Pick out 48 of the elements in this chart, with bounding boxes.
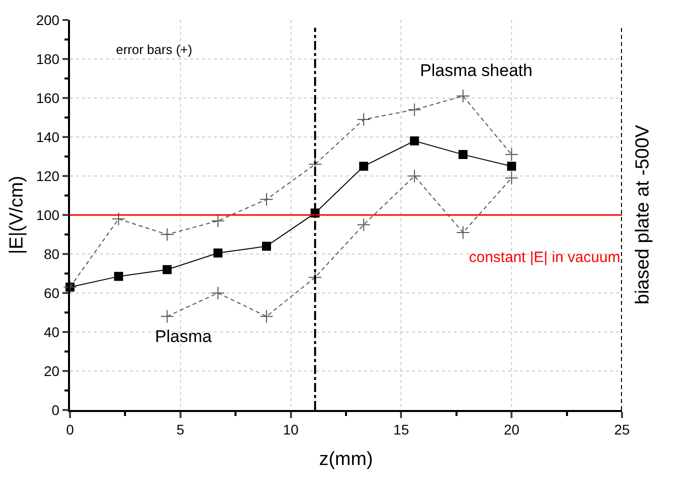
ref-line-label: constant |E| in vacuum: [469, 249, 620, 266]
y-tick-label: 100: [36, 206, 60, 223]
point: [458, 150, 468, 160]
point: [112, 212, 126, 226]
point: [213, 248, 222, 258]
x-tick-label: 15: [393, 422, 410, 438]
y-tick-label: 140: [36, 128, 60, 145]
y-tick-label: 120: [36, 168, 60, 184]
point: [162, 265, 172, 274]
point: [63, 280, 77, 294]
point: [356, 218, 370, 232]
point: [408, 169, 422, 183]
point: [211, 214, 225, 228]
annotation: Plasma sheath: [420, 61, 532, 80]
y-tick-label: 80: [44, 246, 60, 262]
point: [260, 192, 274, 206]
point: [260, 310, 274, 324]
x-tick-label: 20: [504, 422, 520, 438]
point: [114, 272, 124, 281]
annotation: Plasma: [155, 327, 212, 346]
annotation: error bars (+): [116, 42, 192, 57]
x-tick-label: 25: [614, 422, 630, 438]
y-tick-label: 20: [44, 362, 60, 379]
ref-line-label: biased plate at -500V: [632, 124, 654, 304]
point: [456, 226, 470, 240]
y-tick-label: 0: [52, 402, 60, 418]
point: [262, 242, 272, 251]
x-axis-title: z(mm): [319, 448, 373, 470]
x-tick-label: 10: [283, 422, 299, 438]
x-tick-label: 5: [176, 422, 184, 438]
y-tick-label: 180: [36, 50, 60, 67]
point: [356, 112, 370, 126]
point: [359, 162, 368, 171]
point: [507, 162, 516, 171]
point: [211, 286, 225, 300]
y-tick-label: 40: [44, 324, 60, 340]
point: [410, 136, 419, 146]
y-axis-title: |E|(V/cm): [6, 176, 28, 254]
point: [160, 228, 174, 242]
point: [408, 102, 422, 116]
point: [456, 89, 470, 103]
y-tick-label: 200: [36, 12, 60, 28]
point: [504, 171, 518, 185]
point: [160, 310, 174, 324]
x-tick-label: 0: [66, 422, 74, 438]
y-tick-label: 60: [44, 284, 60, 301]
point: [504, 148, 518, 162]
y-tick-label: 160: [36, 90, 60, 106]
